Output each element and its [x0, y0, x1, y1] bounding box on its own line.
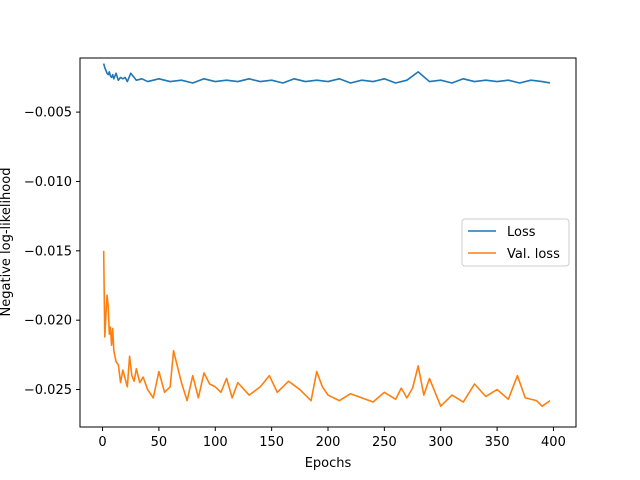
x-tick-label: 300 — [428, 435, 453, 450]
y-tick-label: −0.010 — [24, 175, 72, 190]
series-line-loss — [102, 63, 551, 84]
x-axis-title: Epochs — [305, 456, 352, 471]
series-layer — [102, 63, 551, 407]
x-tick-label: 350 — [485, 435, 510, 450]
legend: Loss Val. loss — [461, 218, 570, 267]
series-line-val-loss — [102, 250, 551, 407]
x-tick-label: 250 — [372, 435, 397, 450]
y-tick-label: −0.015 — [24, 244, 72, 259]
x-tick-label: 400 — [541, 435, 566, 450]
y-tick-label: −0.020 — [24, 314, 72, 329]
x-tick-label: 100 — [203, 435, 228, 450]
legend-label-val-loss: Val. loss — [507, 247, 560, 262]
x-tick-label: 150 — [259, 435, 284, 450]
tick-layer: 0 50 100 150 200 250 300 350 400 −0.025 −0.020 −0.0… — [24, 106, 566, 450]
y-axis-title: Negative log-likelihood — [0, 168, 14, 317]
x-tick-label: 200 — [316, 435, 341, 450]
y-tick-label: −0.025 — [24, 383, 72, 398]
plot-frame — [79, 57, 577, 428]
x-tick-label: 50 — [151, 435, 168, 450]
x-tick-label: 0 — [98, 435, 106, 450]
legend-label-loss: Loss — [507, 225, 536, 240]
y-tick-label: −0.005 — [24, 106, 72, 121]
